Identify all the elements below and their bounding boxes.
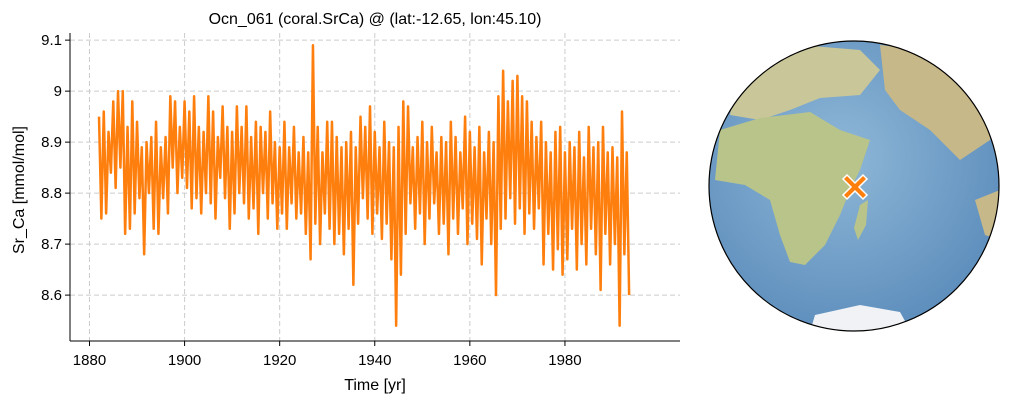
- x-tick-label: 1960: [453, 352, 486, 369]
- x-tick-label: 1920: [263, 352, 296, 369]
- globe: [708, 40, 1000, 332]
- x-tick-label: 1980: [548, 352, 581, 369]
- x-tick-label: 1940: [358, 352, 391, 369]
- y-tick-label: 9.1: [41, 32, 62, 49]
- plot-area: 8.6 8.7 8.8 8.9 9 9.1 1880 1900 1920 1940 1960 1980: [41, 32, 680, 369]
- y-tick-label: 9: [54, 83, 62, 100]
- chart-title: Ocn_061 (coral.SrCa) @ (lat:-12.65, lon:…: [209, 11, 542, 28]
- ice: [810, 305, 910, 331]
- marker: [841, 173, 869, 201]
- x-axis-label: Time [yr]: [344, 377, 406, 394]
- y-tick-label: 8.6: [41, 287, 62, 304]
- y-axis-label: Sr_Ca [mmol/mol]: [11, 126, 28, 254]
- land: [715, 112, 870, 265]
- y-tick-label: 8.8: [41, 185, 62, 202]
- y-tick-label: 8.7: [41, 236, 62, 253]
- site-marker: [841, 173, 869, 201]
- line: [97, 43, 631, 327]
- y-tick-label: 8.9: [41, 134, 62, 151]
- x-tick-label: 1900: [168, 352, 201, 369]
- globe-outline: [708, 40, 1000, 332]
- land: [854, 200, 868, 240]
- x-tick-label: 1880: [73, 352, 106, 369]
